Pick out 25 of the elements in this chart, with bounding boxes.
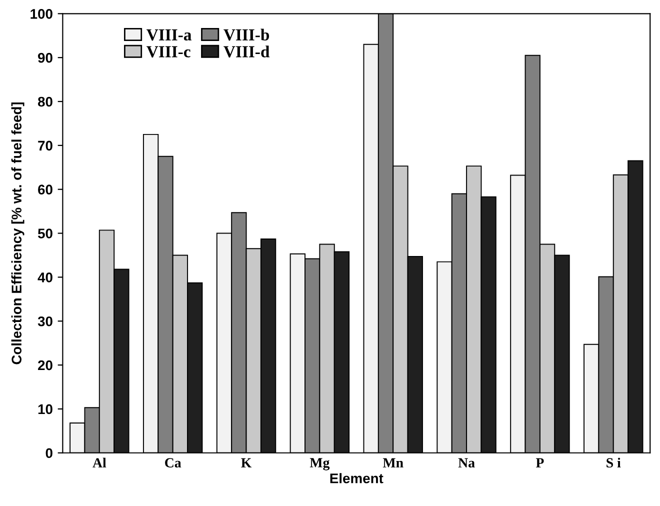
y-tick-label: 80	[38, 96, 52, 107]
x-tick-label: Ca	[165, 458, 182, 468]
y-tick-label: 40	[38, 272, 52, 282]
y-tick-label: 20	[38, 360, 52, 370]
y-tick-label: 0	[46, 448, 52, 458]
y-tick-label: 70	[38, 140, 52, 151]
x-axis-title: Element	[330, 473, 384, 484]
x-tick-label: Mg	[310, 458, 330, 470]
y-tick-label: 10	[38, 404, 52, 414]
x-tick-label: P	[536, 458, 544, 468]
x-tick-label: Al	[92, 458, 106, 468]
y-tick-label: 30	[38, 316, 52, 326]
x-tick-label: K	[241, 458, 252, 468]
y-tick-label: 100	[30, 8, 52, 19]
legend-label: VIII-c	[146, 46, 190, 58]
y-tick-label: 60	[38, 184, 52, 195]
y-axis-title: Collection Efficiency [% wt. of fuel feed]	[11, 102, 24, 364]
y-tick-label: 90	[38, 52, 52, 63]
legend-label: VIII-b	[224, 28, 270, 41]
x-tick-label: S i	[606, 458, 621, 468]
legend-label: VIII-a	[146, 29, 192, 41]
x-tick-label: Na	[458, 458, 475, 468]
legend-label: VIII-d	[224, 46, 270, 58]
x-tick-label: Mn	[382, 458, 404, 468]
y-tick-label: 50	[38, 228, 52, 238]
